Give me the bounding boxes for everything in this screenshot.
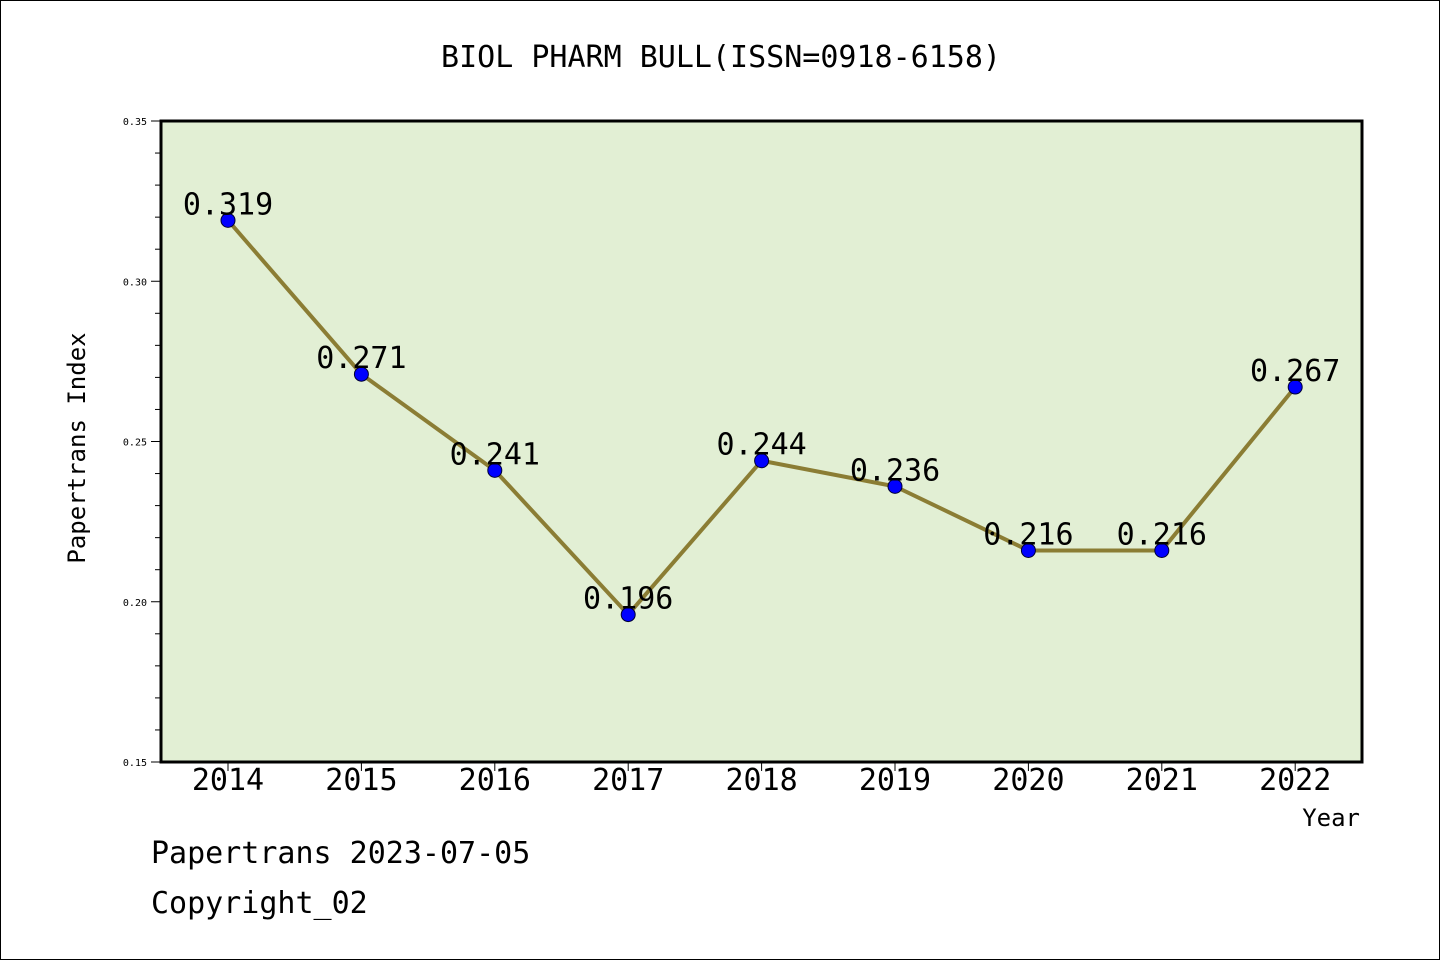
- y-tick-label: 0.20: [123, 598, 147, 609]
- data-point: [487, 462, 503, 478]
- data-label: 0.244: [716, 428, 806, 463]
- data-point: [1154, 542, 1170, 558]
- data-label: 0.216: [983, 517, 1073, 552]
- y-tick-label: 0.30: [123, 277, 147, 288]
- data-label: 0.267: [1250, 354, 1340, 389]
- data-label: 0.216: [1117, 517, 1207, 552]
- data-point: [220, 212, 236, 228]
- data-markers: [220, 212, 1303, 623]
- x-axis-tick-labels: 2014 2015 2016 2017 2018 2019 2020 2021 2022: [192, 763, 1331, 798]
- data-point: [353, 366, 369, 382]
- y-tick-label: 0.35: [123, 117, 147, 128]
- x-tick-label: 2018: [725, 763, 797, 798]
- x-tick-label: 2020: [992, 763, 1064, 798]
- x-tick-label: 2016: [459, 763, 531, 798]
- data-point: [1020, 542, 1036, 558]
- y-tick-label: 0.25: [123, 438, 147, 449]
- y-axis-label: Papertrans Index: [63, 332, 91, 563]
- plot-area: [159, 119, 1364, 764]
- chart-title: BIOL PHARM BULL(ISSN=0918-6158): [441, 40, 1001, 75]
- y-axis-tick-labels: 0.15 0.20 0.25 0.30 0.35: [123, 117, 147, 769]
- x-tick-label: 2019: [859, 763, 931, 798]
- x-tick-label: 2021: [1126, 763, 1198, 798]
- y-tick-label: 0.15: [123, 758, 147, 769]
- x-tick-label: 2014: [192, 763, 264, 798]
- data-point: [1287, 379, 1303, 395]
- x-tick-label: 2015: [325, 763, 397, 798]
- data-labels: 0.319 0.271 0.241 0.196 0.244 0.236 0.216 0.216…: [183, 187, 1341, 616]
- x-tick-label: 2017: [592, 763, 664, 798]
- footer-copyright: Copyright_02: [151, 886, 368, 921]
- data-label: 0.319: [183, 187, 273, 222]
- data-point: [620, 607, 636, 623]
- x-axis-label: Year: [1302, 804, 1360, 832]
- data-point: [754, 453, 770, 469]
- x-tick-label: 2022: [1259, 763, 1331, 798]
- data-label: 0.196: [583, 582, 673, 617]
- x-axis-ticks: [227, 762, 1296, 771]
- y-axis-ticks: [151, 120, 161, 763]
- data-label: 0.236: [850, 453, 940, 488]
- data-label: 0.271: [316, 341, 406, 376]
- footer-source-date: Papertrans 2023-07-05: [151, 836, 531, 871]
- data-label: 0.241: [450, 437, 540, 472]
- data-point: [887, 478, 903, 494]
